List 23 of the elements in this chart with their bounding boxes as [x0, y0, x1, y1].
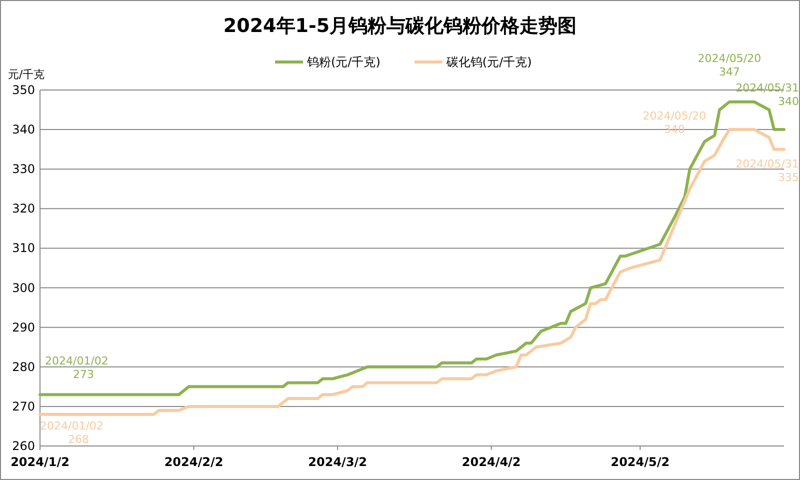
- y-tick-label: 330: [12, 162, 35, 176]
- chart-title: 2024年1-5月钨粉与碳化钨粉价格走势图: [223, 15, 577, 37]
- x-tick-label: 2024/5/2: [610, 455, 670, 469]
- x-tick-label: 2024/3/2: [308, 455, 368, 469]
- y-tick-label: 270: [12, 399, 35, 414]
- y-axis-title: 元/千克: [8, 68, 45, 81]
- y-tick-label: 310: [12, 241, 35, 256]
- y-tick-label: 290: [12, 320, 35, 334]
- legend-label: 钨粉(元/千克): [306, 55, 380, 69]
- annotation: 2024/05/20 347: [698, 52, 762, 78]
- y-tick-label: 280: [12, 360, 35, 374]
- x-tick-label: 2024/1/2: [10, 455, 70, 469]
- y-tick-label: 260: [12, 439, 35, 453]
- annotation: 2024/01/02 273: [45, 354, 108, 382]
- x-tick-label: 2024/4/2: [462, 455, 521, 469]
- x-tick-label: 2024/2/2: [164, 455, 224, 469]
- annotation: 2024/01/02 268: [40, 419, 104, 446]
- legend-label: 碳化钨(元/千克): [445, 55, 532, 69]
- annotation: 2024/05/31 335: [736, 157, 799, 184]
- y-tick-label: 320: [12, 202, 35, 216]
- y-tick-label: 340: [12, 122, 35, 137]
- y-tick-label: 300: [12, 280, 35, 295]
- y-tick-label: 350: [12, 83, 35, 97]
